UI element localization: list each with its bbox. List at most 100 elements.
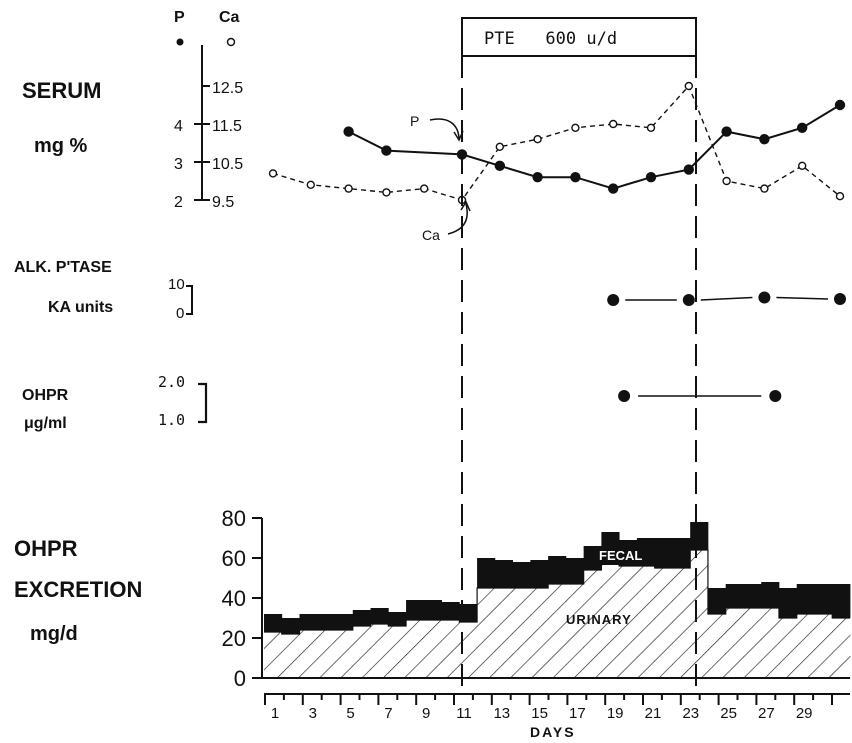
- fecal-bar: [565, 558, 585, 584]
- ca-series-line: [272, 84, 841, 201]
- urinary-bar: [264, 632, 283, 678]
- pte-label: PTE 600 u/d: [484, 29, 617, 49]
- fecal-bar: [761, 582, 780, 608]
- fecal-bar: [317, 614, 336, 630]
- fecal-bar: [459, 604, 478, 622]
- p-data-point: [608, 183, 619, 194]
- fecal-label-box: [595, 546, 651, 565]
- ca-tick-label: 9.5: [212, 194, 234, 211]
- ca-data-point: [495, 142, 504, 152]
- fecal-bar: [814, 584, 833, 614]
- serum-series-lines: [268, 81, 846, 205]
- ohpr-scale-bracket: [198, 382, 208, 424]
- urinary-bar: [281, 634, 300, 678]
- fecal-bar: [778, 588, 798, 618]
- urinary-bar: [654, 568, 673, 678]
- fecal-bar: [530, 560, 549, 588]
- alk-ptase-point: [758, 291, 771, 304]
- p-data-point: [834, 99, 846, 111]
- ca-data-point: [268, 169, 278, 178]
- excretion-bars: [264, 522, 851, 678]
- urinary-bar: [548, 584, 567, 678]
- x-axis-title: DAYS: [530, 724, 576, 740]
- p-tick-label: 4: [174, 118, 183, 135]
- excretion-y-axis: 80 60 40 20 0: [222, 506, 263, 691]
- p-tick-label: 2: [174, 194, 183, 211]
- day-tick-label: 13: [493, 705, 510, 722]
- day-tick-label: 1: [271, 705, 279, 722]
- alk-ptase-series: [607, 291, 846, 306]
- urinary-bar: [317, 630, 336, 678]
- alk-ptase-point: [834, 293, 846, 305]
- ca-legend-marker: [226, 37, 236, 47]
- excretion-y-tick-label: 40: [222, 586, 246, 611]
- urinary-bar: [672, 568, 691, 678]
- day-tick-label: 27: [758, 705, 775, 722]
- urinary-bar: [690, 550, 709, 678]
- p-data-point: [343, 126, 354, 137]
- ca-data-point: [571, 123, 580, 133]
- fecal-bar: [264, 614, 283, 632]
- p-data-point: [759, 133, 770, 145]
- fecal-bar: [335, 614, 354, 630]
- ca-data-point: [609, 119, 618, 129]
- urinary-bar: [370, 624, 389, 678]
- day-tick-label: 5: [346, 705, 354, 722]
- pte-label-box: [461, 17, 697, 57]
- ca-data-point: [835, 191, 845, 201]
- p-data-point: [721, 126, 732, 137]
- alk-ptase-segment: [700, 296, 753, 301]
- alk-ptase-title: ALK. P'TASE: [14, 259, 112, 276]
- day-tick-label: 11: [456, 705, 472, 722]
- day-tick-label: 17: [569, 705, 586, 722]
- p-axis-header: P: [174, 9, 185, 26]
- p-legend-marker: [176, 38, 184, 46]
- day-tick-label: 9: [422, 705, 430, 722]
- fecal-bar: [441, 602, 460, 620]
- fecal-bar: [352, 610, 371, 626]
- p-data-point: [494, 160, 505, 172]
- alk-ptase-point: [607, 294, 620, 306]
- fecal-bar: [707, 588, 727, 614]
- fecal-bar: [796, 584, 815, 614]
- day-tick-label: 3: [309, 705, 317, 722]
- fecal-bar: [299, 614, 318, 630]
- ca-annotation-arrowhead: [460, 200, 471, 212]
- serum-title: SERUM: [22, 78, 101, 103]
- urinary-bar: [796, 614, 815, 678]
- ca-annotation-arrow: [447, 203, 468, 235]
- fecal-bar: [832, 584, 851, 618]
- urinary-bar: [565, 584, 585, 678]
- ca-data-point: [306, 180, 315, 190]
- excretion-y-tick-label: 60: [222, 546, 246, 571]
- fecal-bar: [388, 612, 407, 626]
- excretion-x-axis: 1 3 5 7 9 11 13 15 17 19 21 23 25 27 29: [262, 677, 850, 722]
- fecal-bar: [548, 556, 567, 584]
- excretion-title-2: EXCRETION: [14, 577, 142, 602]
- urinary-label: URINARY: [566, 612, 632, 627]
- urinary-bar: [494, 588, 514, 678]
- ca-data-point: [420, 184, 429, 193]
- fecal-bar: [477, 558, 496, 588]
- alk-ptase-point: [682, 294, 695, 306]
- day-tick-label: 23: [682, 705, 699, 722]
- day-tick-label: 7: [384, 705, 392, 722]
- excretion-units: mg/d: [30, 623, 78, 645]
- urinary-bar: [583, 570, 602, 678]
- ohpr-serum-panel: OHPR μg/ml 2.0 1.0: [22, 373, 782, 432]
- day-tick-label: 29: [796, 705, 813, 722]
- fecal-bar: [654, 538, 673, 568]
- urinary-bar: [388, 626, 407, 678]
- ca-annotation-label: Ca: [422, 227, 440, 243]
- ca-data-point: [344, 184, 353, 193]
- urinary-bar: [512, 588, 531, 678]
- fecal-label: FECAL: [599, 548, 642, 563]
- urinary-bar: [423, 620, 442, 678]
- serum-panel: SERUM mg % P Ca 12.5 11.5 10.5 9.5 4 3 2 P Ca: [22, 9, 846, 243]
- serum-units: mg %: [34, 135, 88, 157]
- day-tick-label: 15: [531, 705, 548, 722]
- urinary-outline: [264, 549, 850, 635]
- ca-tick-label: 11.5: [212, 118, 242, 135]
- ca-data-point: [533, 134, 542, 144]
